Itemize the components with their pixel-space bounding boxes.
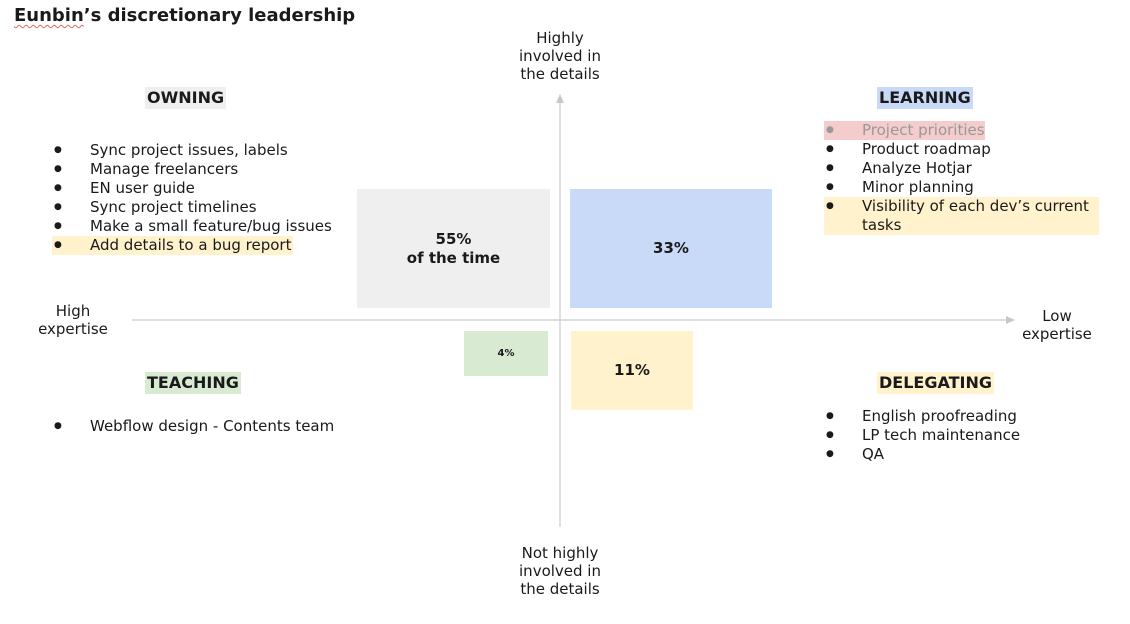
axis-left-line: expertise <box>38 320 108 338</box>
axis-top-line: the details <box>520 65 600 83</box>
list-item: Webflow design - Contents team <box>52 417 372 436</box>
axis-label-bottom: Not highly involved in the details <box>500 544 620 598</box>
title-rest: ’s discretionary leadership <box>83 5 356 26</box>
list-item-highlighted: Visibility of each dev’s current tasks <box>824 197 1099 235</box>
list-item-highlighted: Project priorities <box>824 121 985 140</box>
title-name: Eunbin <box>14 5 84 26</box>
list-item: Minor planning <box>824 178 1099 197</box>
list-item-highlighted: Add details to a bug report <box>52 236 294 255</box>
axis-bottom-line: the details <box>520 580 600 598</box>
learning-heading: LEARNING <box>877 87 973 109</box>
list-item: LP tech maintenance <box>824 426 1084 445</box>
axis-top-line: involved in <box>519 47 601 65</box>
list-item: Make a small feature/bug issues <box>52 217 362 236</box>
owning-percent-caption: of the time <box>406 248 501 267</box>
list-item: Product roadmap <box>824 140 1099 159</box>
list-item: Sync project issues, labels <box>52 141 362 160</box>
axis-label-right: Low expertise <box>1012 307 1102 343</box>
axis-left-line: High <box>55 302 91 320</box>
delegating-percent-box: 11% <box>571 331 693 410</box>
owning-percent-box: 55% of the time <box>357 189 550 308</box>
learning-list: Project priorities Product roadmap Analy… <box>824 121 1099 235</box>
axis-bottom-line: Not highly <box>521 544 599 562</box>
list-item: Manage freelancers <box>52 160 362 179</box>
teaching-percent: 4% <box>497 348 515 359</box>
list-item: EN user guide <box>52 179 362 198</box>
owning-percent: 55% <box>435 229 472 248</box>
learning-percent-box: 33% <box>570 189 772 308</box>
delegating-heading: DELEGATING <box>877 372 994 394</box>
teaching-heading: TEACHING <box>145 372 241 394</box>
learning-percent: 33% <box>653 239 689 257</box>
owning-list: Sync project issues, labels Manage freel… <box>52 141 362 255</box>
delegating-list: English proofreading LP tech maintenance… <box>824 407 1084 464</box>
list-item: Analyze Hotjar <box>824 159 1099 178</box>
teaching-percent-box: 4% <box>464 331 548 376</box>
list-item: English proofreading <box>824 407 1084 426</box>
axis-label-top: Highly involved in the details <box>500 29 620 83</box>
owning-heading: OWNING <box>145 87 227 109</box>
axis-right-line: Low <box>1042 307 1072 325</box>
teaching-list: Webflow design - Contents team <box>52 417 372 436</box>
page-title: Eunbin’s discretionary leadership <box>14 5 355 26</box>
axis-right-line: expertise <box>1022 325 1092 343</box>
list-item: QA <box>824 445 1084 464</box>
delegating-percent: 11% <box>614 361 650 379</box>
axis-top-line: Highly <box>536 29 584 47</box>
axis-label-left: High expertise <box>28 302 118 338</box>
list-item: Sync project timelines <box>52 198 362 217</box>
axis-bottom-line: involved in <box>519 562 601 580</box>
